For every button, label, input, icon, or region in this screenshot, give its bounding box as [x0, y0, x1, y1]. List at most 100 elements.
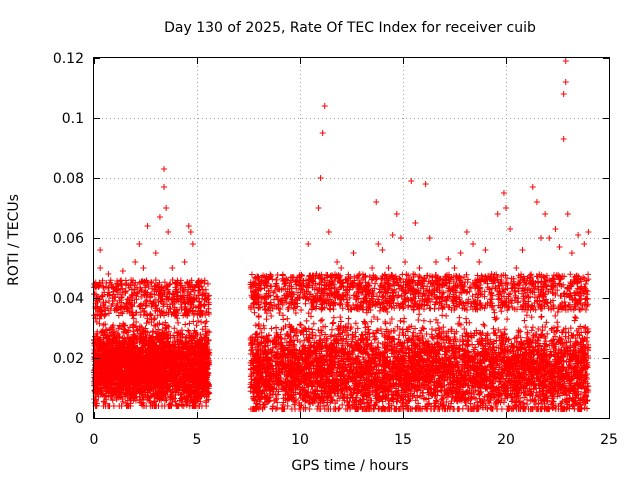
data-point: [144, 223, 151, 229]
data-point: [309, 274, 316, 280]
data-point: [344, 280, 351, 286]
data-point: [445, 256, 452, 262]
axis-ticks: [94, 58, 610, 419]
data-point: [562, 79, 569, 85]
data-point: [276, 310, 283, 316]
plot-frame: [93, 57, 610, 419]
data-point: [476, 259, 483, 265]
data-point: [560, 91, 567, 97]
y-tick-label: 0.02: [53, 351, 84, 367]
x-tick-label: 5: [193, 432, 202, 448]
x-tick-label: 25: [600, 432, 618, 448]
data-point: [152, 250, 159, 256]
data-point: [315, 205, 322, 211]
data-point: [581, 241, 588, 247]
y-tick-label: 0.12: [53, 51, 84, 67]
data-point: [585, 229, 592, 235]
data-point: [189, 241, 196, 247]
data-point: [494, 211, 501, 217]
data-point: [292, 310, 299, 316]
data-point: [305, 241, 312, 247]
data-point: [148, 280, 155, 286]
data-point: [529, 184, 536, 190]
data-point: [173, 289, 180, 295]
x-axis-title: GPS time / hours: [291, 458, 408, 474]
data-point: [297, 322, 303, 328]
data-point: [177, 283, 184, 289]
data-point: [538, 235, 545, 241]
data-point: [542, 211, 549, 217]
data-point: [356, 271, 363, 277]
data-point: [568, 250, 575, 256]
data-point: [163, 205, 170, 211]
data-point: [165, 229, 172, 235]
chart-title: Day 130 of 2025, Rate Of TEC Index for r…: [164, 20, 536, 36]
x-tick-label: 20: [497, 432, 515, 448]
dense-band: [247, 271, 592, 412]
data-point: [375, 241, 382, 247]
data-point: [101, 313, 108, 319]
data-point: [282, 295, 289, 301]
data-point: [161, 184, 168, 190]
data-point: [93, 283, 100, 289]
data-point: [119, 268, 126, 274]
y-tick-label: 0.1: [62, 111, 84, 127]
data-point: [321, 103, 328, 109]
data-point: [111, 307, 118, 313]
data-point: [513, 265, 520, 271]
data-point: [123, 301, 130, 307]
data-point: [432, 259, 439, 265]
y-tick-label: 0: [75, 411, 84, 427]
dense-band-markers: [247, 271, 592, 412]
data-point: [523, 280, 530, 286]
data-point: [416, 265, 423, 271]
data-point: [397, 235, 404, 241]
data-point: [562, 58, 569, 64]
data-point: [251, 295, 258, 301]
data-point: [128, 277, 135, 283]
data-point: [198, 319, 205, 325]
data-point: [451, 265, 458, 271]
data-point: [317, 175, 324, 181]
y-tick-label: 0.04: [53, 291, 84, 307]
dense-band: [91, 277, 213, 409]
data-point: [488, 271, 495, 277]
data-point: [334, 259, 341, 265]
data-point: [97, 247, 104, 253]
data-point: [389, 232, 396, 238]
data-point: [470, 241, 477, 247]
data-point: [369, 265, 376, 271]
x-tick-label: 0: [90, 432, 99, 448]
data-point: [301, 325, 308, 331]
data-point: [564, 211, 571, 217]
data-point: [402, 259, 409, 265]
data-point: [463, 229, 470, 235]
y-axis-title: ROTI / TECUs: [6, 194, 22, 286]
data-point: [556, 244, 563, 250]
y-tick-label: 0.06: [53, 231, 84, 247]
data-points: [91, 58, 592, 412]
data-point: [373, 199, 380, 205]
data-point: [552, 226, 559, 232]
data-point: [426, 235, 433, 241]
data-point: [109, 301, 116, 307]
data-point: [169, 265, 176, 271]
data-point: [181, 259, 188, 265]
data-point: [115, 283, 122, 289]
data-point: [161, 166, 168, 172]
data-point: [338, 265, 345, 271]
data-point: [268, 313, 275, 319]
x-tick-label: 10: [291, 432, 309, 448]
data-point: [105, 271, 112, 277]
data-point: [457, 250, 464, 256]
data-point: [261, 307, 268, 313]
data-point: [140, 265, 147, 271]
data-point: [255, 313, 262, 319]
data-point: [482, 247, 489, 253]
data-point: [362, 295, 369, 301]
data-point: [325, 229, 332, 235]
dense-band-markers: [91, 277, 213, 409]
data-point: [194, 295, 200, 301]
